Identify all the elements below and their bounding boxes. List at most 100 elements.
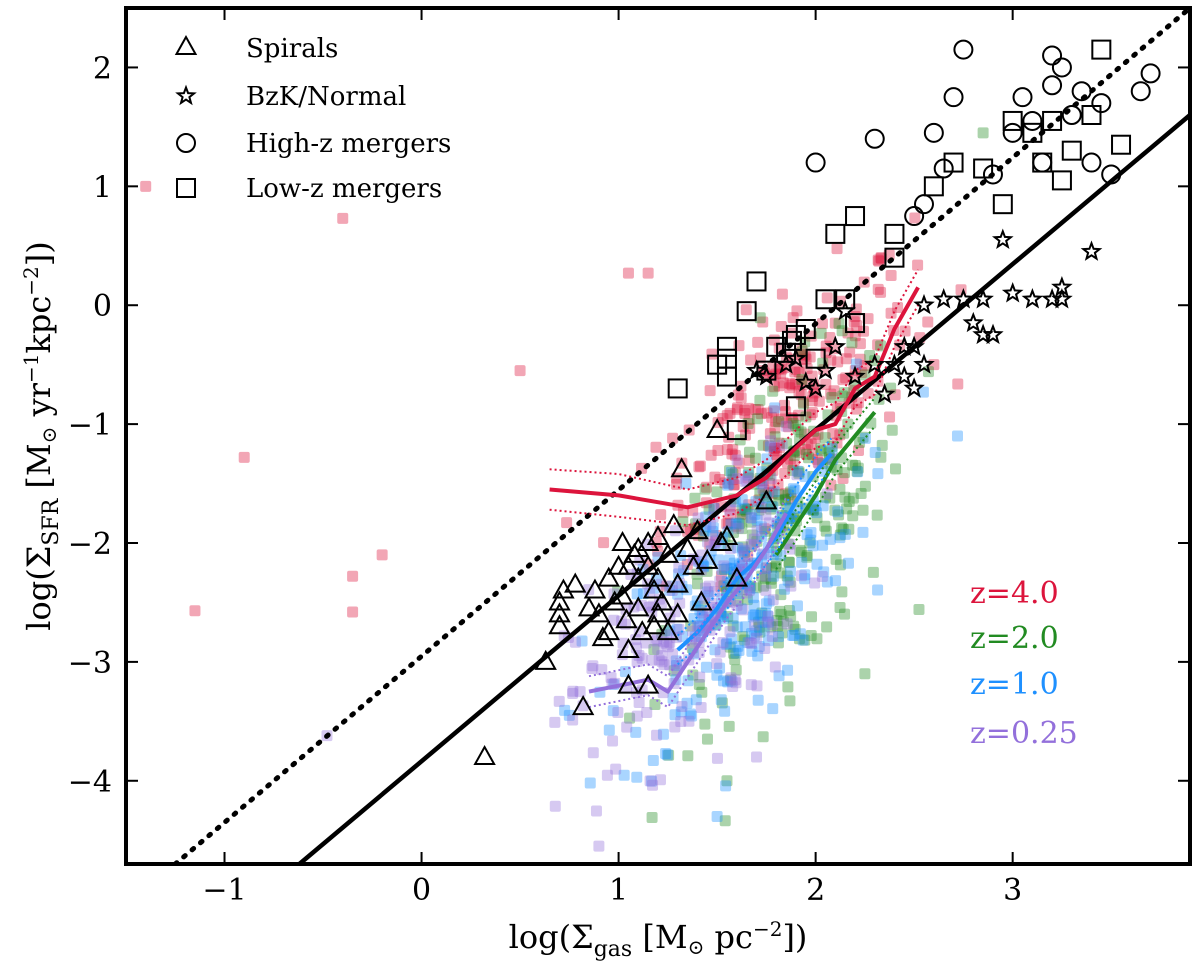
sim-point <box>872 468 884 480</box>
sim-point <box>862 313 874 325</box>
sim-point <box>819 520 831 532</box>
sim-point <box>748 539 760 551</box>
sim-point <box>714 662 726 674</box>
sim-point <box>714 646 726 658</box>
sim-point <box>682 750 694 762</box>
sim-point <box>707 522 719 534</box>
sim-point <box>755 609 767 621</box>
sim-point <box>839 467 851 479</box>
sim-point <box>699 718 711 730</box>
sim-point <box>799 573 811 585</box>
x-axis-title: log(Σgas [M⊙ pc−2]) <box>509 917 808 962</box>
sim-point <box>824 533 836 545</box>
square-point <box>1022 122 1043 143</box>
sim-point <box>772 494 784 506</box>
sim-point <box>745 540 757 552</box>
plot-frame <box>124 6 1192 866</box>
sim-point <box>776 627 788 639</box>
triangle-point <box>617 673 640 694</box>
sim-point <box>769 402 781 414</box>
sim-point <box>733 645 745 657</box>
sim-point <box>667 432 679 444</box>
circle-point <box>943 87 964 108</box>
star-point <box>883 353 906 374</box>
sim-point <box>767 501 779 513</box>
sim-point <box>783 604 795 616</box>
sim-point <box>706 348 718 360</box>
sim-point <box>727 612 739 624</box>
sim-point <box>347 570 359 582</box>
sim-point <box>781 570 793 582</box>
sim-point <box>725 466 737 478</box>
sim-point <box>832 356 844 368</box>
sim-point <box>748 533 760 545</box>
sim-point <box>765 621 777 633</box>
sim-point <box>677 506 689 518</box>
triangle-point <box>666 572 689 593</box>
sim-point <box>656 650 668 662</box>
sim-point <box>688 613 700 625</box>
sim-point <box>760 598 772 610</box>
triangle-point <box>656 620 680 641</box>
sim-point <box>824 492 836 504</box>
sim-point <box>875 252 887 264</box>
sim-point <box>745 354 757 366</box>
sim-point <box>827 428 839 440</box>
sim-point <box>813 395 825 407</box>
sim-point <box>762 440 774 452</box>
sim-point <box>837 390 849 402</box>
sim-point <box>733 518 745 530</box>
sim-point <box>724 626 736 638</box>
square-point <box>1061 140 1082 161</box>
sim-point <box>746 637 758 649</box>
sim-point <box>847 492 859 504</box>
circle-point <box>1022 110 1043 131</box>
sim-point <box>768 405 780 417</box>
sim-point <box>763 616 775 628</box>
star-point <box>903 377 925 398</box>
sim-point <box>806 395 818 407</box>
sim-point <box>711 658 723 670</box>
sim-point <box>913 604 925 616</box>
sim-point <box>727 620 739 632</box>
sim-point <box>590 805 602 817</box>
sim-point <box>658 659 670 671</box>
sim-point <box>732 595 744 607</box>
star-point <box>844 365 866 386</box>
sim-point <box>841 503 853 515</box>
sim-point <box>801 448 813 460</box>
sim-point <box>732 640 744 652</box>
sim-point <box>743 402 755 414</box>
sim-point <box>755 408 767 420</box>
redshift-labels: z=4.0 z=2.0 z=1.0 z=0.25 <box>970 576 1078 751</box>
sim-point <box>754 394 766 406</box>
sim-point <box>713 554 725 566</box>
sim-point <box>774 605 786 617</box>
sim-point <box>697 875 708 886</box>
star-point <box>1021 287 1044 309</box>
sim-point <box>563 709 575 721</box>
sim-point <box>801 550 813 562</box>
sim-point <box>726 448 738 460</box>
legend-label-high-z: High-z mergers <box>246 129 451 159</box>
sim-point <box>775 567 787 579</box>
sim-point <box>722 479 734 491</box>
sim-point <box>789 366 801 378</box>
sim-point <box>733 457 745 469</box>
sim-point <box>767 570 779 582</box>
sim-point <box>770 561 782 573</box>
median-upper-z=4.0 <box>549 269 919 491</box>
sim-point <box>828 385 840 397</box>
sim-point <box>775 589 787 601</box>
y-tick-label: −4 <box>68 765 112 800</box>
sim-point <box>768 486 780 498</box>
sim-point <box>735 392 747 404</box>
sim-point <box>834 559 846 571</box>
sim-point <box>711 752 723 764</box>
circle-point <box>1140 63 1161 84</box>
sim-point <box>586 662 598 674</box>
sim-point <box>694 671 706 683</box>
circle-point <box>914 194 934 215</box>
sim-point <box>749 508 761 520</box>
sim-point <box>952 378 964 390</box>
